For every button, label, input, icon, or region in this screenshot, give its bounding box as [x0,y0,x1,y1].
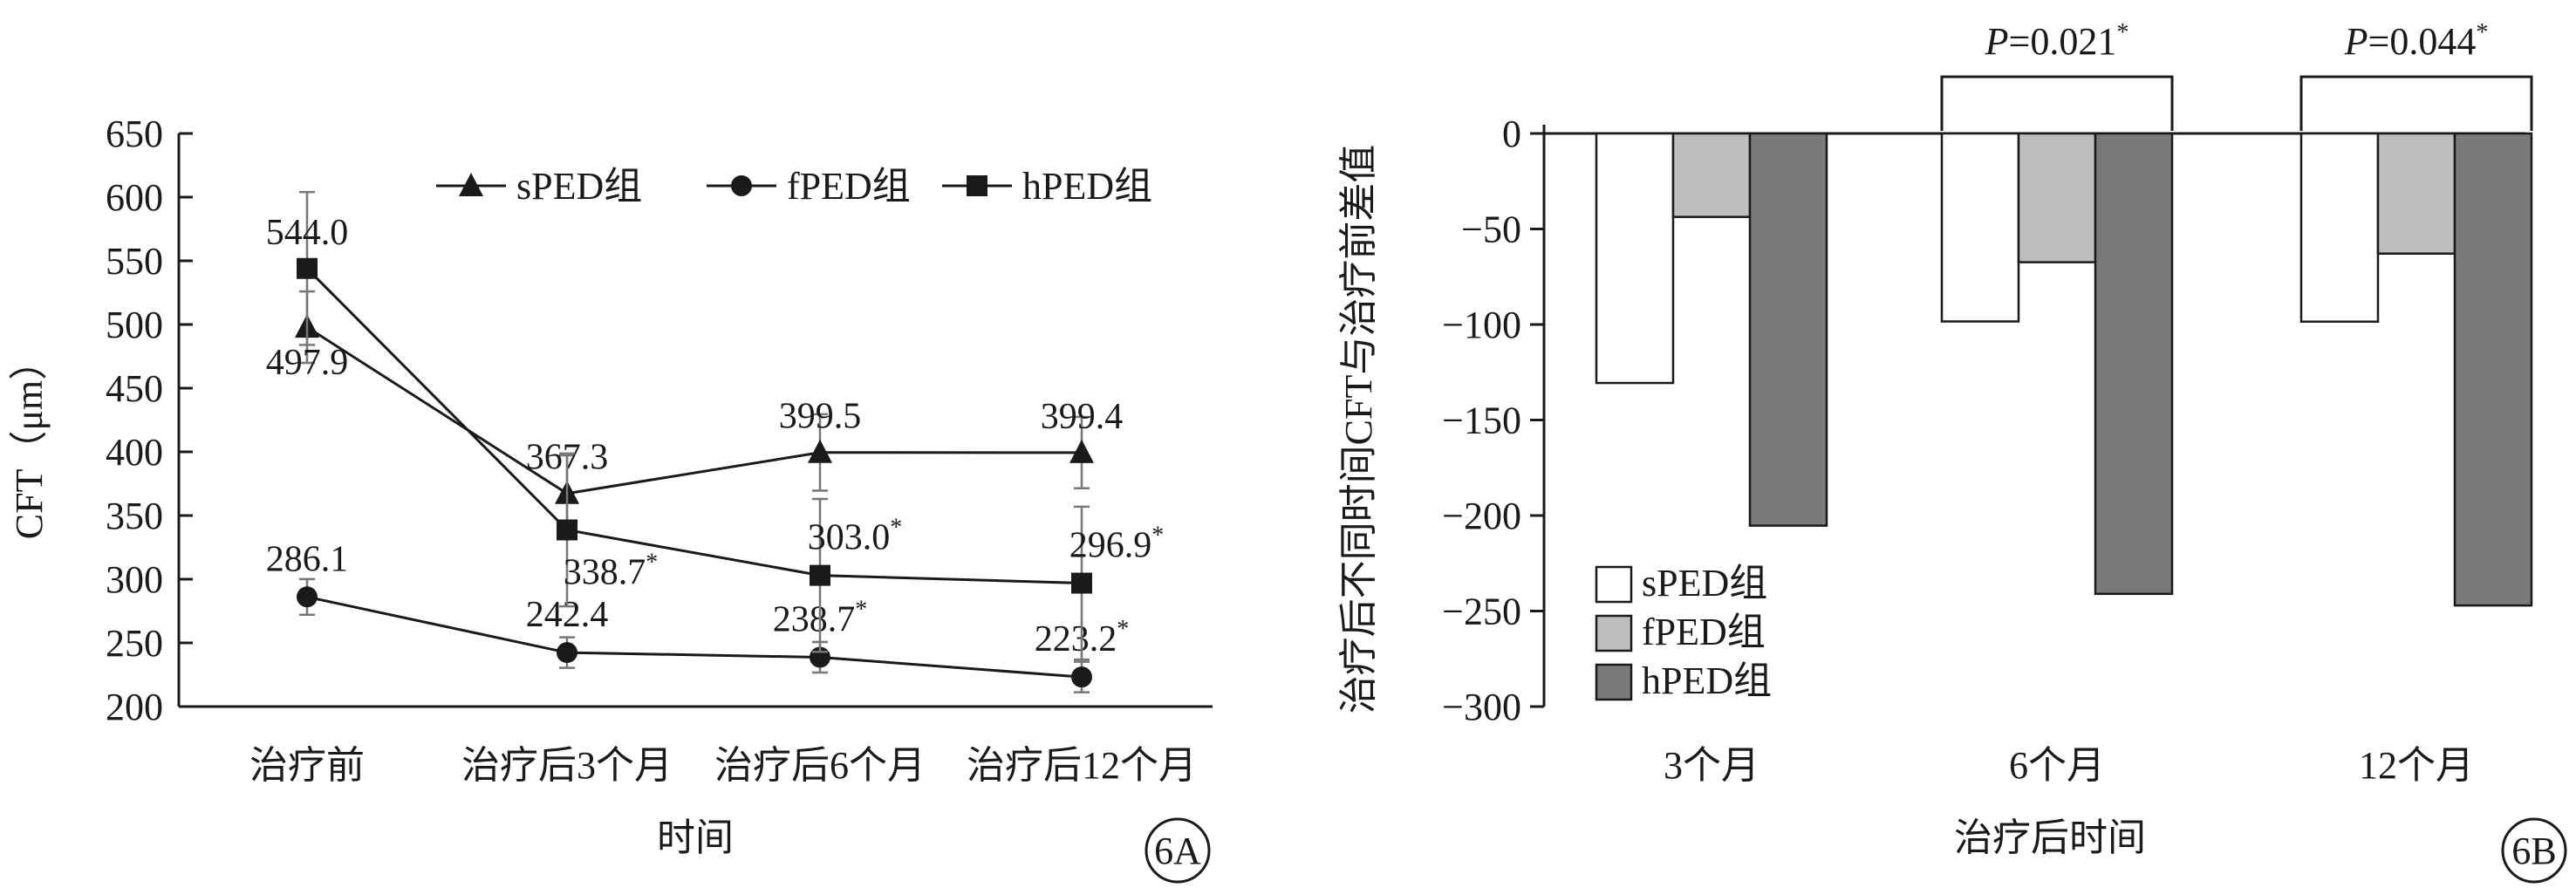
x-tick-label-a: 治疗后12个月 [967,744,1197,787]
significance-bracket [1940,75,2174,131]
data-label: 296.9* [1069,523,1165,566]
data-label: 286.1 [266,539,349,579]
svg-text:6B: 6B [2511,830,2556,872]
x-tick-label-a: 治疗后3个月 [461,744,673,787]
legend-label: hPED组 [1642,659,1772,702]
data-point [810,564,830,586]
significance-bracket [2299,75,2533,131]
legend-label: hPED组 [1022,165,1152,208]
legend-a: sPED组 fPED组 hPED组 [436,165,1152,208]
data-point [297,257,318,279]
x-tick-label-b: 12个月 [2359,744,2474,787]
data-label: 497.9 [266,343,349,383]
data-point [808,439,832,463]
bar [2017,132,2097,263]
y-axis-title-b: 治疗后不同时间CFT与治疗前差值 [1337,145,1380,714]
bar [1940,132,2020,323]
series-line [306,325,1083,495]
line-chart-panel-6a: 200250300350400450500550600650治疗前 治疗后3个月治… [8,113,1213,884]
bar [1671,132,1752,218]
legend-marker [459,173,483,196]
bars-group-b [1595,132,2533,607]
panel-label-b: 6B [2501,817,2567,884]
y-tick-label-a: 300 [106,558,163,601]
bar [2376,132,2456,256]
legend-swatch [1595,614,1633,652]
y-axis-title-a: CFT（μm） [8,342,51,540]
data-point [297,586,318,608]
data-label: 399.4 [1041,397,1124,437]
legend-label: sPED组 [516,165,642,208]
bar [1748,132,1828,527]
bar [2094,132,2174,596]
x-axis-title-a: 时间 [657,816,734,859]
bar [1595,132,1675,385]
panel-label-a: 6A [1145,817,1211,884]
svg-text:6A: 6A [1154,830,1201,872]
x-tick-label-a: 治疗后6个月 [714,744,926,787]
data-label: 338.7* [564,549,659,592]
legend-swatch [1595,663,1633,701]
series-line [305,267,1083,585]
legend-marker [967,175,987,196]
x-axis-title-b: 治疗后时间 [1954,816,2146,859]
bar [2453,132,2533,607]
p-value-label: P=0.044* [2344,19,2489,63]
y-tick-label-b: −150 [1442,400,1521,442]
x-tick-label-b: 6个月 [2009,744,2105,787]
data-label: 399.5 [779,397,862,437]
y-tick-label-a: 250 [106,622,163,665]
significance-annotations: P=0.021* P=0.044* [1940,19,2533,131]
legend-label: fPED组 [1642,611,1766,653]
series-line [306,595,1083,679]
legend-marker [731,175,752,196]
legend-label: sPED组 [1642,562,1767,605]
y-tick-label-a: 650 [106,113,163,155]
y-tick-label-a: 350 [106,495,163,537]
y-axis-a: 200250300350400450500550600650治疗前 治疗后3个月治… [106,113,1213,787]
x-tick-label-b: 3个月 [1664,744,1759,787]
bar [2299,132,2380,323]
data-label: 303.0* [808,515,903,558]
legend-b: sPED组 fPED组 hPED组 [1595,562,1772,702]
x-tick-label-a: 治疗前 [249,744,365,787]
data-point [1071,666,1092,688]
data-point [1071,572,1092,594]
y-tick-label-b: −300 [1442,686,1521,728]
y-tick-label-a: 500 [106,304,163,346]
y-tick-label-b: 0 [1502,113,1521,155]
p-value-label: P=0.021* [1985,19,2129,63]
data-point [1069,439,1094,463]
y-tick-label-a: 550 [106,240,163,283]
y-tick-label-a: 450 [106,367,163,410]
y-axis-b: 0 −50 −100 −150 −200 −250 −300 3个月 6个月 12个月 [1442,113,2525,787]
bar-chart-panel-6b: 0 −50 −100 −150 −200 −250 −300 3个月 6个月 12个月 P=0.0… [1337,19,2567,884]
data-point [557,519,577,541]
data-point [557,642,577,664]
legend-label: fPED组 [787,165,911,208]
y-tick-label-a: 400 [106,431,163,474]
data-label: 544.0 [266,213,349,253]
y-tick-label-b: −250 [1442,591,1521,633]
y-tick-label-a: 200 [106,686,163,728]
y-tick-label-b: −50 [1461,208,1521,251]
y-tick-label-b: −100 [1442,304,1521,346]
legend-swatch [1595,565,1633,604]
y-tick-label-a: 600 [106,176,163,219]
y-tick-label-b: −200 [1442,495,1521,537]
